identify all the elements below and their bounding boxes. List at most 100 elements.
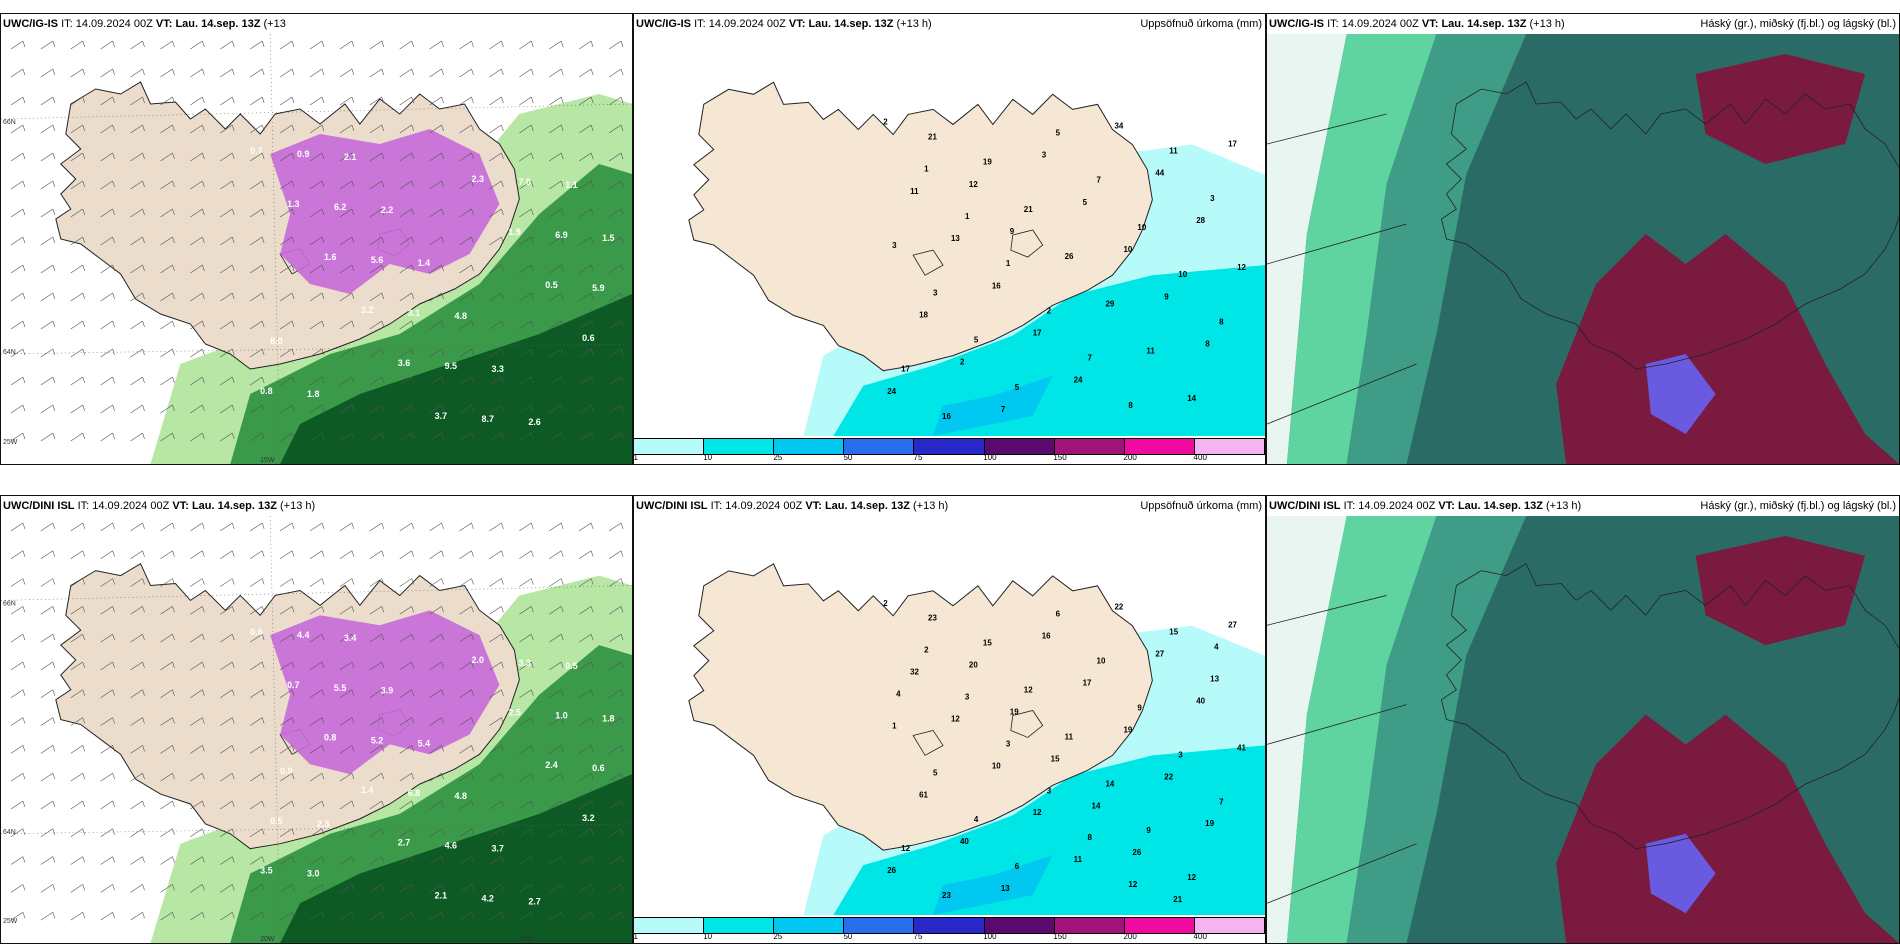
precip-value-label: 17 bbox=[901, 365, 910, 374]
precip-value-label: 21 bbox=[928, 132, 937, 141]
precip-value-label: 3 bbox=[1006, 739, 1011, 748]
precip-value-label: 22 bbox=[1164, 772, 1173, 781]
precip-value-label: 26 bbox=[1065, 252, 1074, 261]
precip-value-label: 3 bbox=[1210, 194, 1215, 203]
lat-lon-label: 20W bbox=[260, 936, 275, 943]
colorbar-swatch bbox=[704, 918, 775, 933]
precip-value-label: 2.1 bbox=[435, 890, 447, 900]
precip-value-label: 5.2 bbox=[371, 735, 383, 745]
precip-value-label: 4 bbox=[896, 690, 901, 699]
precip-value-label: 0.9 bbox=[280, 766, 292, 776]
colorbar-swatch bbox=[914, 918, 985, 933]
precip-value-label: 10 bbox=[1178, 270, 1187, 279]
colorbar-tick: 50 bbox=[843, 932, 853, 941]
colorbar-tick: 150 bbox=[1053, 453, 1067, 462]
precip-value-label: 1 bbox=[1006, 259, 1011, 268]
precip-value-label: 9.5 bbox=[445, 361, 457, 371]
colorbar-tick: 200 bbox=[1123, 453, 1137, 462]
precip-value-label: 12 bbox=[1187, 873, 1196, 882]
precip-value-label: 0.6 bbox=[592, 763, 604, 773]
precip-value-label: 12 bbox=[901, 844, 910, 853]
precip-value-label: 23 bbox=[942, 891, 951, 900]
lat-lon-label: 64N bbox=[3, 349, 16, 356]
precip-value-label: 2 bbox=[924, 646, 929, 655]
precip-value-label: 4.4 bbox=[297, 630, 309, 640]
precip-value-label: 16 bbox=[942, 412, 951, 421]
panel-title: Háský (gr.), miðský (fj.bl.) og lágský (… bbox=[1700, 18, 1896, 30]
precip-value-label: 12 bbox=[1237, 263, 1246, 272]
precip-value-label: 11 bbox=[1146, 347, 1155, 356]
precip-value-label: 12 bbox=[951, 714, 960, 723]
precip-value-label: 8 bbox=[1128, 401, 1133, 410]
lat-lon-label: 15W bbox=[260, 457, 275, 464]
precip-value-label: 7.0 bbox=[518, 177, 530, 187]
precip-value-label: 5.9 bbox=[592, 283, 604, 293]
precip-value-label: 8 bbox=[1088, 833, 1093, 842]
lat-lon-label: 25W bbox=[3, 918, 18, 925]
precip-value-label: 3.4 bbox=[344, 633, 356, 643]
colorbar-tick: 75 bbox=[913, 453, 923, 462]
precip-value-label: 40 bbox=[1196, 697, 1205, 706]
precip-value-label: 10 bbox=[1097, 657, 1106, 666]
cloud-cover-map bbox=[1267, 516, 1899, 943]
precip-value-label: 1.6 bbox=[324, 252, 336, 262]
precip-value-label: 16 bbox=[1042, 632, 1051, 641]
colorbar: 1 10 25 50 75 100 150 200 400 bbox=[634, 915, 1265, 943]
colorbar-swatch bbox=[774, 439, 845, 454]
precip-value-label: 0.5 bbox=[270, 816, 282, 826]
precip-value-label: 20 bbox=[969, 661, 978, 670]
precip-value-label: 1.3 bbox=[287, 199, 299, 209]
colorbar-swatch bbox=[634, 918, 705, 933]
precip-value-label: 1.4 bbox=[361, 785, 373, 795]
colorbar-swatch bbox=[634, 439, 705, 454]
precip-value-label: 2.3 bbox=[472, 174, 484, 184]
precip-value-label: 61 bbox=[919, 790, 928, 799]
precip-value-label: 21 bbox=[1024, 205, 1033, 214]
precip-value-label: 11 bbox=[1065, 732, 1074, 741]
cloud-cover-map bbox=[1267, 34, 1899, 464]
colorbar-labels: 1 10 25 50 75 100 150 200 400 bbox=[634, 453, 1265, 464]
precip-value-label: 18 bbox=[919, 310, 928, 319]
colorbar-swatch bbox=[704, 439, 775, 454]
colorbar-tick: 150 bbox=[1053, 932, 1067, 941]
precip-value-label: 2.7 bbox=[528, 896, 540, 906]
colorbar-swatch bbox=[1054, 439, 1125, 454]
precip-value-label: 40 bbox=[960, 837, 969, 846]
precip-value-label: 12 bbox=[969, 180, 978, 189]
precip-value-label: 0.7 bbox=[250, 146, 262, 156]
precip-value-label: 2.4 bbox=[545, 760, 557, 770]
precip-value-label: 23 bbox=[928, 614, 937, 623]
precip-value-label: 3.6 bbox=[398, 358, 410, 368]
precip-value-label: 7 bbox=[1088, 354, 1093, 363]
precip-value-label: 2.7 bbox=[398, 838, 410, 848]
precip-value-label: 3.9 bbox=[381, 686, 393, 696]
panel-bottom-middle: UWC/DINI ISL IT: 14.09.2024 00Z VT: Lau.… bbox=[633, 495, 1266, 944]
precip-value-label: 5 bbox=[1056, 128, 1061, 137]
panel-header: UWC/IG-IS IT: 14.09.2024 00Z VT: Lau. 14… bbox=[634, 14, 1265, 34]
wind-precip-map: 0.7 1.3 1.6 3.2 3.6 3.7 2.3 1.9 0.5 0.6 0.8 0.9 6.2 5… bbox=[1, 34, 632, 464]
colorbar-swatch bbox=[1194, 439, 1265, 454]
precip-value-label: 14 bbox=[1092, 801, 1101, 810]
colorbar-swatch bbox=[1124, 918, 1195, 933]
precip-value-label: 5.6 bbox=[371, 255, 383, 265]
precip-value-label: 2.2 bbox=[381, 205, 393, 215]
precip-value-label: 3 bbox=[1047, 786, 1052, 795]
panel-top-right: UWC/IG-IS IT: 14.09.2024 00Z VT: Lau. 14… bbox=[1266, 13, 1900, 465]
colorbar-swatch bbox=[1194, 918, 1265, 933]
panel-header: UWC/IG-IS IT: 14.09.2024 00Z VT: Lau. 14… bbox=[1267, 14, 1899, 34]
colorbar-labels: 1 10 25 50 75 100 150 200 400 bbox=[634, 932, 1265, 943]
precip-value-label: 8 bbox=[1205, 340, 1210, 349]
precip-value-label: 6.2 bbox=[334, 202, 346, 212]
precip-value-label: 44 bbox=[1155, 169, 1164, 178]
colorbar: 1 10 25 50 75 100 150 200 400 bbox=[634, 436, 1265, 464]
precip-value-label: 5.5 bbox=[334, 683, 346, 693]
colorbar-tick: 75 bbox=[913, 932, 923, 941]
colorbar-swatch bbox=[1124, 439, 1195, 454]
precip-value-label: 6 bbox=[1056, 610, 1061, 619]
precip-value-label: 1 bbox=[924, 165, 929, 174]
colorbar-swatch bbox=[774, 918, 845, 933]
precip-value-label: 0.9 bbox=[297, 149, 309, 159]
precip-value-label: 15 bbox=[983, 639, 992, 648]
precip-value-label: 19 bbox=[983, 158, 992, 167]
accumulated-precip-map: 2 2 3 3 3 8 12 15 13 1 5 4 6 6 10 9 3 7 12 23 15 12 11 14 9 12 27 3… bbox=[634, 516, 1265, 915]
